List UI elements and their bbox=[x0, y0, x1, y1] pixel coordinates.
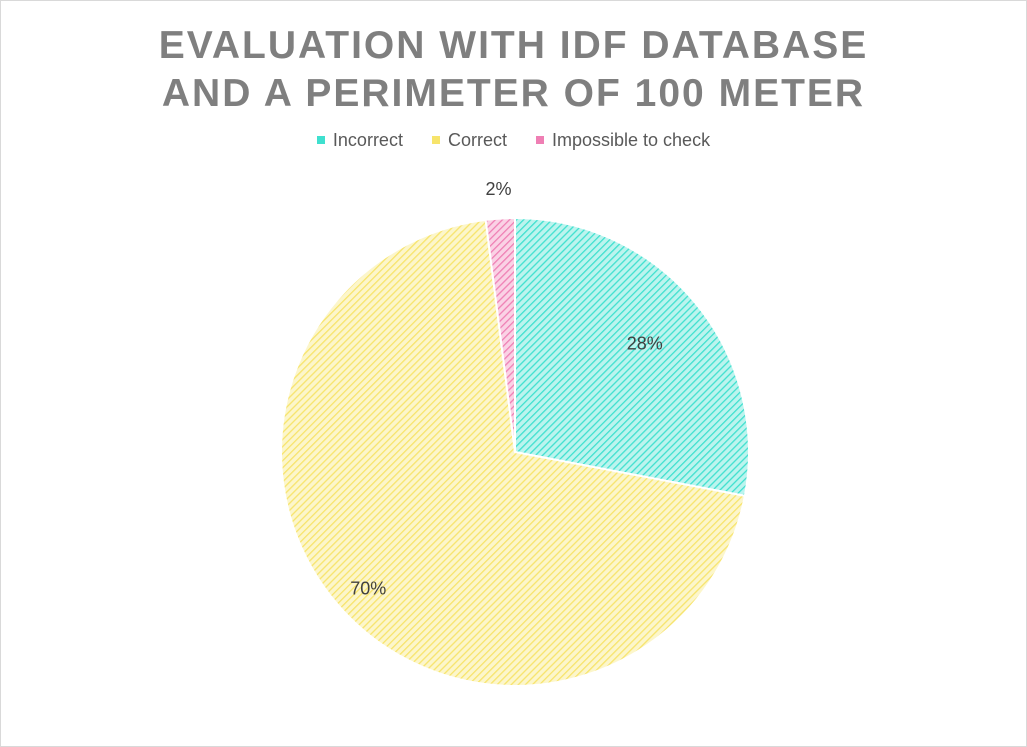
pie-slice-incorrect bbox=[514, 216, 750, 498]
chart-title-line-2: AND A PERIMETER OF 100 METER bbox=[161, 72, 866, 115]
legend-swatch-impossible-to-check bbox=[536, 136, 544, 144]
legend-item-impossible-to-check: Impossible to check bbox=[536, 130, 710, 151]
legend-swatch-incorrect bbox=[316, 136, 325, 144]
pie-slice-impossible-to-check bbox=[484, 216, 516, 453]
pie-data-labels: 28% 70% 2% bbox=[350, 179, 663, 598]
pie-slice-correct bbox=[280, 218, 747, 687]
chart-title-line-1: EVALUATION WITH IDF DATABASE bbox=[158, 24, 869, 67]
legend-label-impossible-to-check: Impossible to check bbox=[552, 130, 711, 150]
legend-item-incorrect: Incorrect bbox=[316, 130, 403, 151]
legend-item-correct: Correct bbox=[431, 130, 507, 151]
data-label-incorrect: 28% bbox=[627, 333, 663, 353]
legend-label-incorrect: Incorrect bbox=[332, 130, 403, 150]
legend-swatch-correct bbox=[431, 136, 440, 144]
pie-slices bbox=[280, 216, 750, 687]
legend-label-correct: Correct bbox=[447, 130, 507, 150]
chart-title: EVALUATION WITH IDF DATABASE AND A PERIM… bbox=[0, 22, 1027, 118]
data-label-correct: 70% bbox=[350, 579, 386, 599]
data-label-impossible-to-check: 2% bbox=[485, 179, 511, 199]
chart-legend: Incorrect Correct Impossible to check bbox=[0, 130, 1027, 151]
